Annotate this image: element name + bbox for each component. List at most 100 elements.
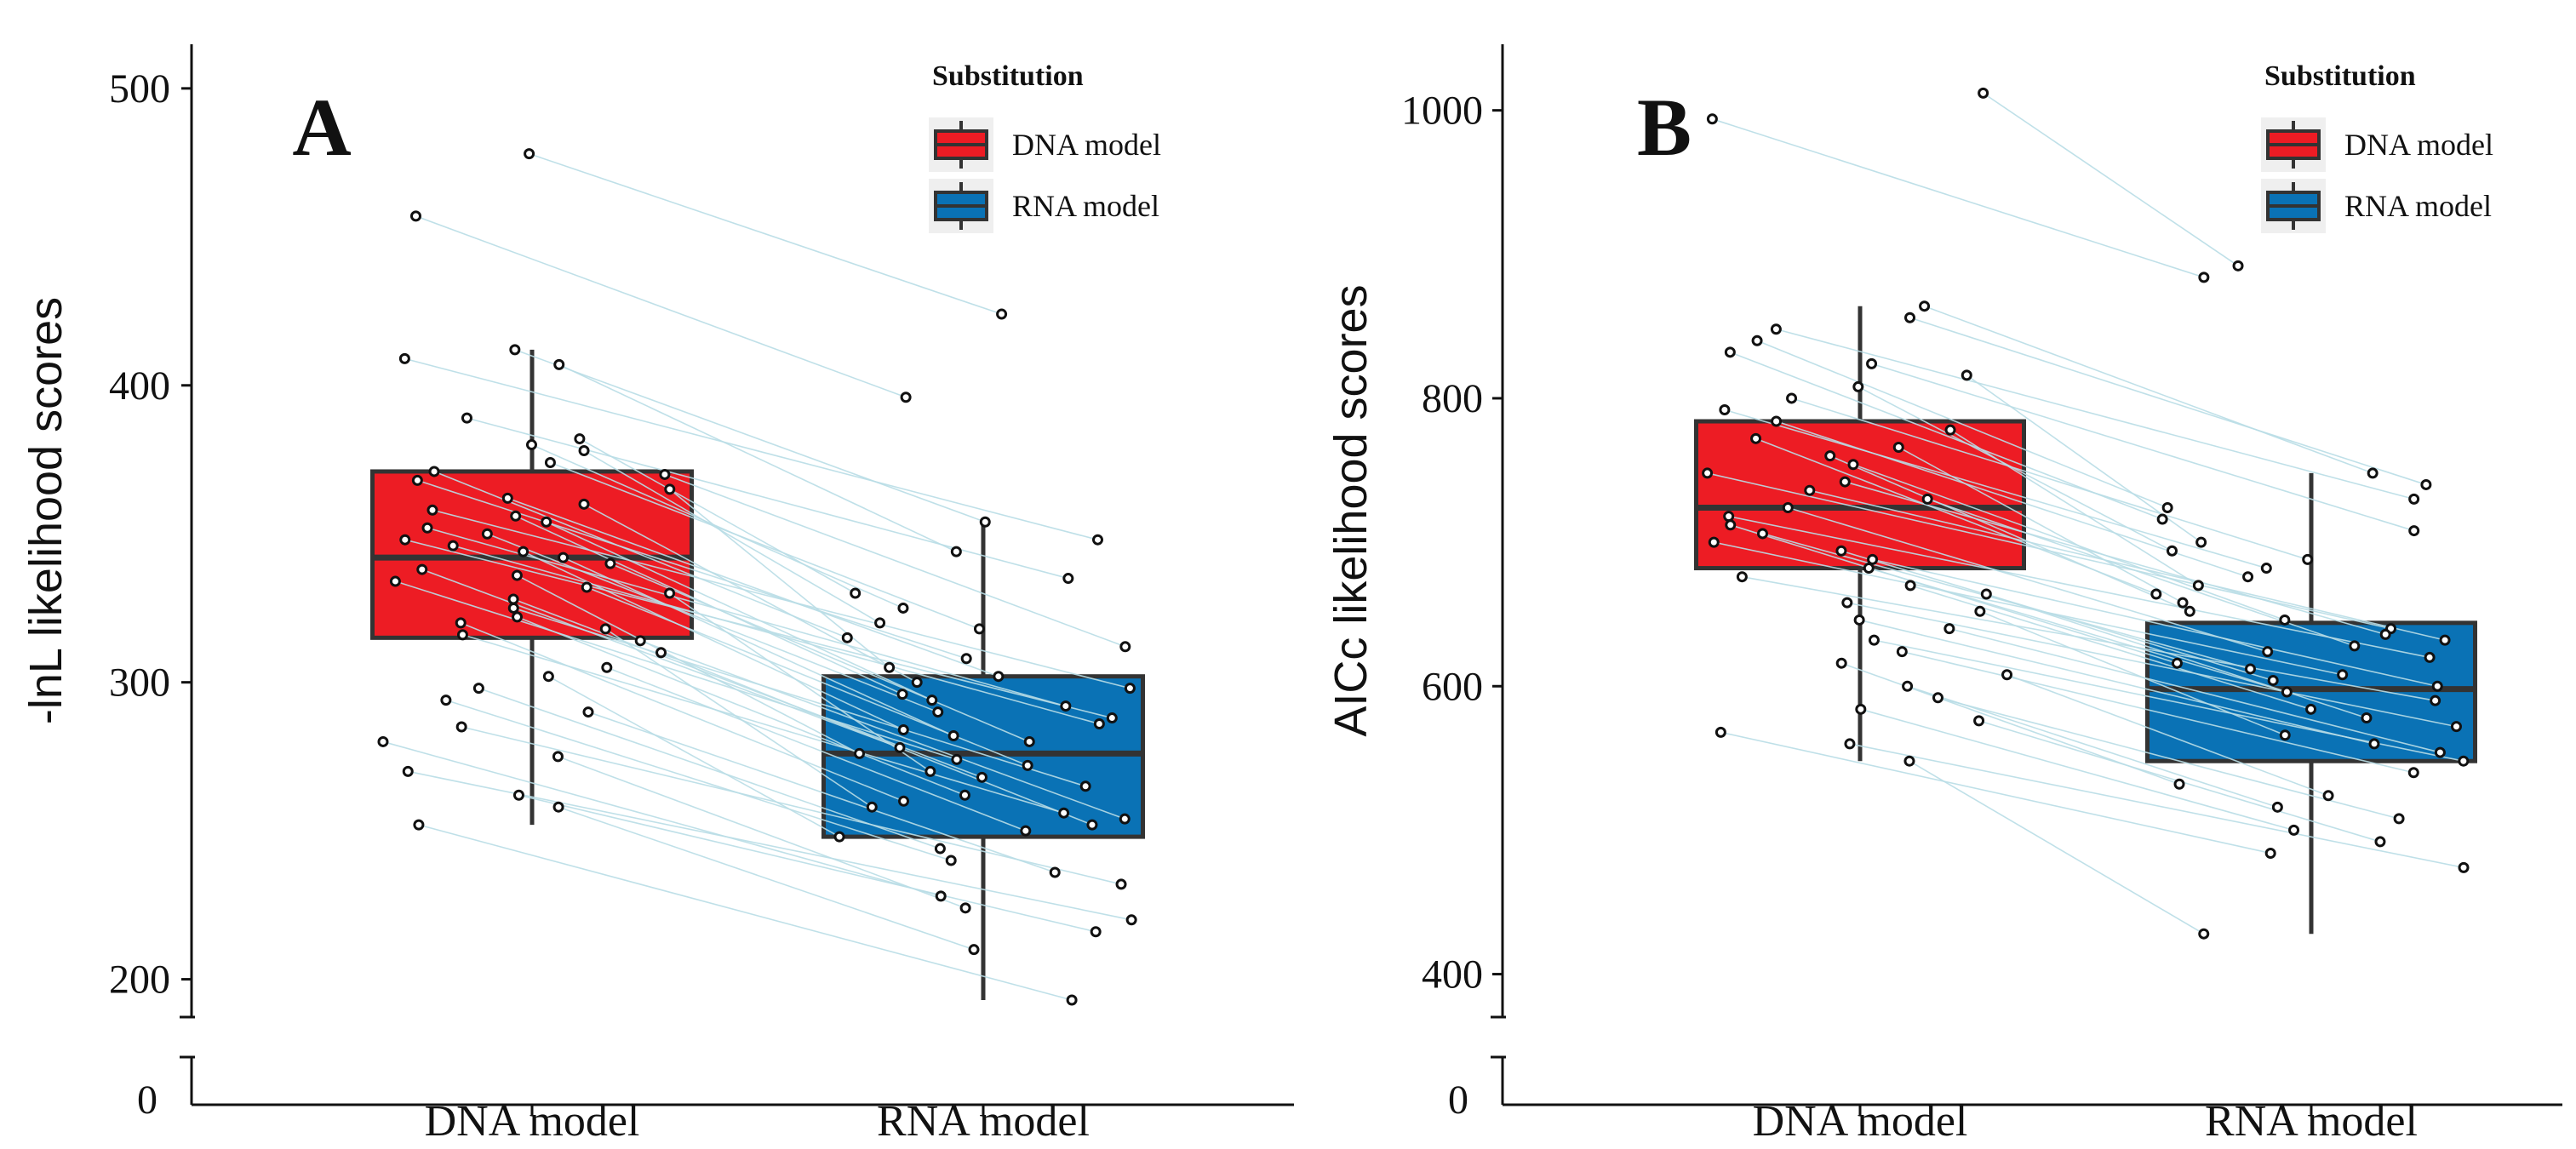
data-point-rna (2420, 478, 2432, 490)
pair-line (1707, 472, 2391, 630)
y-axis-title: AICc likelihood scores (1325, 284, 1377, 736)
data-point-dna (512, 789, 524, 801)
pair-line (583, 503, 918, 683)
pair-line (460, 622, 904, 802)
data-point-dna (1944, 424, 1956, 436)
data-point-rna (898, 795, 910, 807)
data-point-dna (428, 466, 440, 477)
data-point-rna (2198, 928, 2210, 940)
data-point-dna (507, 593, 519, 605)
pair-line (418, 824, 1073, 1001)
data-point-rna (1086, 819, 1098, 831)
data-point-rna (1020, 825, 1032, 837)
y-tick-label: 800 (1422, 376, 1483, 421)
data-point-dna (1751, 334, 1763, 346)
legend-label: RNA model (1012, 189, 1159, 223)
box (1694, 419, 2026, 571)
data-point-rna (1125, 914, 1137, 926)
data-point-dna (544, 456, 556, 468)
data-point-rna (1106, 712, 1118, 724)
data-point-dna (2001, 669, 2013, 681)
data-point-dna (1904, 580, 1916, 592)
pair-line (1869, 567, 2287, 693)
data-point-rna (1022, 759, 1033, 771)
pair-line (1858, 619, 2375, 745)
data-point-rna (1119, 641, 1131, 653)
pair-line (550, 461, 980, 630)
legend-label: DNA model (2344, 128, 2493, 162)
data-point-dna (604, 557, 616, 569)
data-point-rna (2407, 767, 2419, 779)
pair-line (415, 215, 907, 398)
data-point-rna (951, 753, 963, 765)
data-point-rna (1090, 926, 1102, 938)
data-point-dna (1902, 680, 1914, 692)
data-point-rna (1066, 994, 1078, 1006)
data-point-dna (599, 623, 611, 635)
data-point-dna (456, 629, 468, 641)
pair-line (1712, 118, 2205, 278)
data-point-rna (2281, 686, 2293, 698)
data-point-dna (1847, 459, 1859, 471)
data-point-dna (574, 433, 586, 445)
pair-line (1986, 593, 2367, 719)
data-point-rna (976, 771, 988, 783)
pair-line (558, 756, 966, 909)
data-point-dna (402, 765, 414, 777)
data-point-rna (993, 671, 1005, 683)
data-point-rna (932, 706, 944, 718)
pair-line (461, 726, 1122, 885)
data-point-rna (1093, 718, 1105, 730)
data-point-rna (2450, 721, 2462, 733)
data-point-dna (578, 445, 590, 457)
data-point-dna (1724, 346, 1736, 358)
pair-line (1938, 697, 2400, 820)
data-point-dna (1757, 528, 1769, 540)
pair-line (517, 574, 860, 755)
pair-line (606, 666, 1027, 832)
data-point-dna (1978, 87, 1989, 99)
pair-line (523, 551, 904, 731)
data-point-rna (897, 723, 909, 735)
data-point-dna (389, 575, 401, 587)
pair-line (1898, 446, 2184, 603)
y-tick-label: 1000 (1401, 89, 1483, 134)
data-point-dna (455, 617, 467, 629)
data-point-rna (1091, 534, 1103, 546)
pair-line (1776, 328, 2414, 500)
data-point-rna (2198, 272, 2210, 283)
data-point-dna (659, 468, 671, 480)
data-point-dna (507, 602, 519, 614)
pair-line (426, 527, 1067, 707)
data-point-dna (1824, 450, 1836, 462)
data-point-rna (950, 546, 962, 557)
data-point-rna (2161, 502, 2173, 514)
data-point-rna (2244, 663, 2256, 675)
data-point-dna (411, 474, 423, 486)
data-point-dna (1750, 432, 1762, 444)
data-point-dna (558, 552, 570, 563)
pair-line (453, 545, 1100, 725)
y-tick-label: 300 (109, 660, 170, 706)
pair-line (1809, 489, 2446, 641)
pair-line (1871, 363, 2414, 532)
legend-label: DNA model (1012, 128, 1161, 162)
data-point-dna (1896, 646, 1908, 658)
data-point-dna (552, 751, 564, 763)
data-point-rna (2337, 669, 2349, 681)
data-point-rna (2368, 738, 2380, 750)
pair-line (558, 363, 957, 552)
data-point-dna (541, 516, 552, 528)
x-tick-label: DNA model (1753, 1097, 1968, 1146)
data-point-dna (1974, 605, 1986, 617)
legend: Substitution DNA model RNA model (2261, 60, 2493, 233)
y-tick-label-zero: 0 (1448, 1078, 1468, 1123)
data-point-dna (440, 695, 452, 706)
pair-line (478, 687, 941, 849)
data-point-rna (2379, 628, 2391, 640)
x-tick-label: RNA model (877, 1097, 1090, 1146)
pair-line (1840, 550, 2274, 682)
data-point-rna (866, 801, 878, 813)
pair-line (2006, 673, 2329, 797)
data-point-dna (511, 569, 523, 581)
